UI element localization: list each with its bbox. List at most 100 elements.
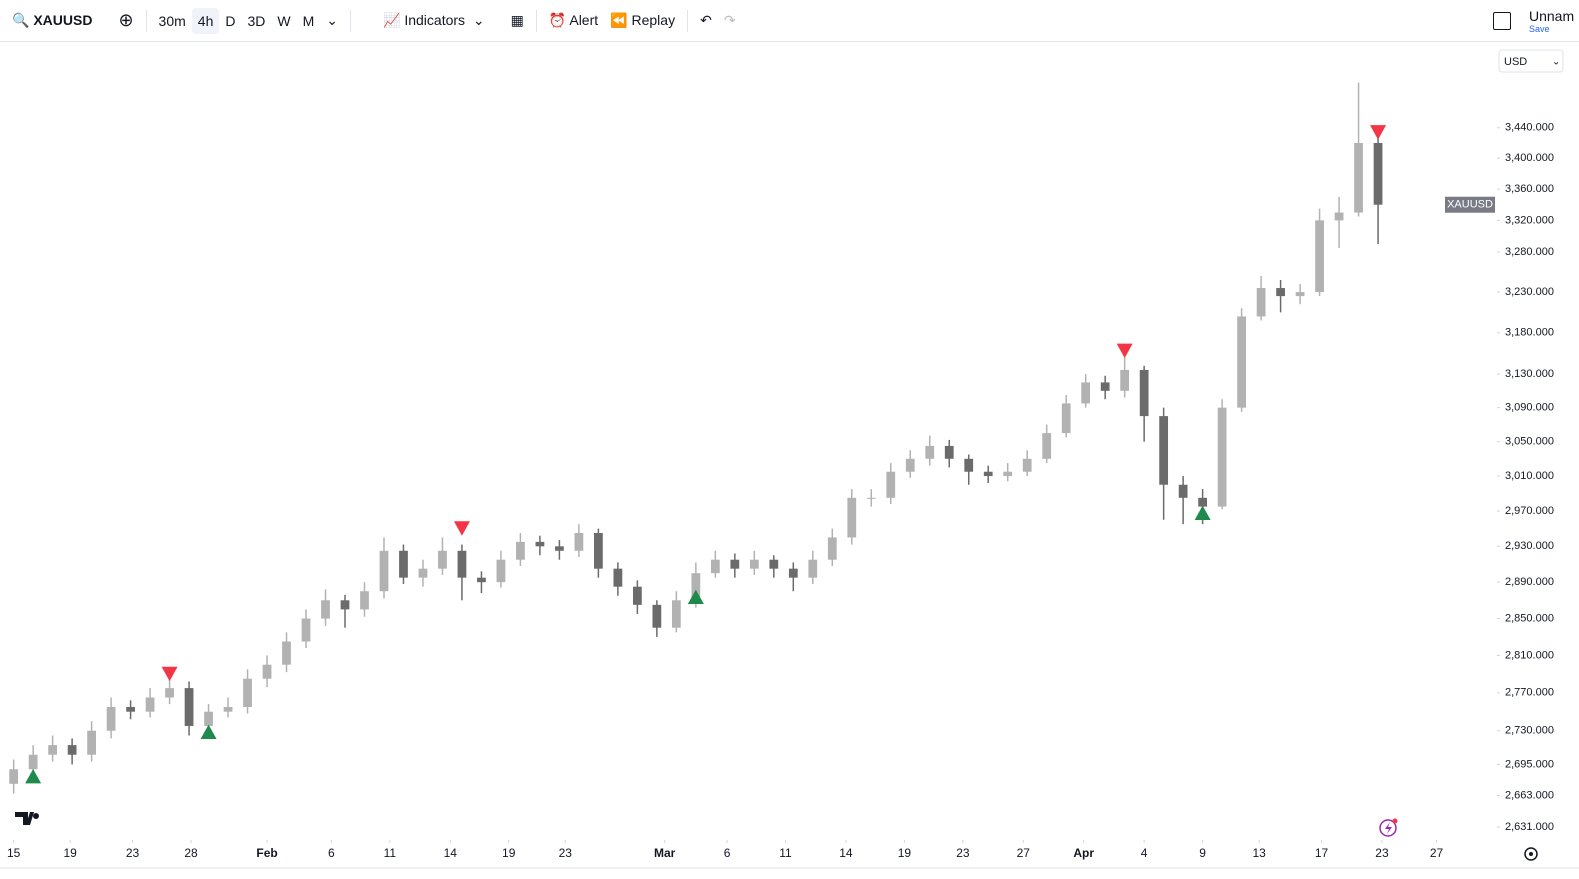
candle-body <box>847 497 857 538</box>
x-tick-label: 19 <box>502 846 516 860</box>
fullscreen[interactable] <box>1493 11 1511 30</box>
interval[interactable]: 3D <box>247 12 266 29</box>
candle-body <box>652 604 662 628</box>
candle-body <box>126 706 135 712</box>
y-tick-label: 2,770.000 <box>1505 687 1554 699</box>
candle-body <box>964 458 974 472</box>
y-tick-label: 3,180.000 <box>1505 327 1554 339</box>
candle-body <box>1159 416 1169 485</box>
candle-body <box>399 550 408 578</box>
candle-body <box>477 577 486 583</box>
candle-body <box>301 618 311 642</box>
y-tick-label: 3,400.000 <box>1505 152 1554 164</box>
candle-body <box>379 550 389 592</box>
tv-logo <box>15 812 39 825</box>
chart: USD ⌄ 2,631.000 2,663.000 2,695.000 2,730.0… <box>0 49 1579 869</box>
lightning-icon[interactable] <box>1379 818 1398 837</box>
candle-body <box>710 559 720 574</box>
candle-body <box>204 711 213 726</box>
candle-body <box>788 568 798 578</box>
x-tick-label: 19 <box>898 846 912 860</box>
signal-marker <box>687 589 704 604</box>
interval[interactable]: M <box>302 12 315 29</box>
save: Save <box>1529 23 1550 34</box>
signal-marker <box>1370 125 1387 140</box>
x-tick-label: 6 <box>724 846 731 860</box>
y-tick-label: 2,663.000 <box>1505 789 1554 801</box>
candle-body <box>925 445 935 459</box>
candle-body <box>594 533 603 569</box>
candle-body <box>1315 220 1324 293</box>
y-tick-label: 3,230.000 <box>1505 286 1554 298</box>
candle-body <box>1022 458 1032 472</box>
interval[interactable]: 4h <box>191 7 220 34</box>
candle-body <box>1217 407 1227 507</box>
y-tick-label: 2,810.000 <box>1505 649 1554 661</box>
candle-body <box>749 559 759 569</box>
candle-body <box>262 664 272 679</box>
candle-body <box>1256 288 1266 317</box>
add-symbol[interactable]: ⊕ <box>118 10 134 30</box>
candle-body <box>106 706 116 731</box>
candle-body <box>808 559 818 578</box>
indicators: Indicators <box>404 12 466 28</box>
candle-body <box>223 706 233 712</box>
layouts-button[interactable]: ▦ <box>510 12 524 28</box>
candle-body <box>1003 471 1013 477</box>
y-tick-label: 2,930.000 <box>1505 540 1554 552</box>
candle-body <box>1139 369 1149 417</box>
candle-body <box>165 688 174 698</box>
candle-body <box>613 568 623 587</box>
toolbar: 🔍 XAUUSD ⊕ 30m 4h D 3D W M ⌄ 📈 Indicators ⌄ ▦… <box>0 0 1579 42</box>
candle-body <box>769 559 779 569</box>
interval-menu[interactable]: ⌄ <box>326 12 339 28</box>
candle-body <box>28 754 38 770</box>
candle-body <box>243 678 252 707</box>
candle-body <box>457 550 467 578</box>
y-tick-label: 3,010.000 <box>1505 470 1554 482</box>
signal-marker <box>161 666 178 682</box>
x-tick-label: 11 <box>384 846 397 860</box>
symbol-search[interactable]: 🔍 XAUUSD <box>12 12 93 28</box>
candle-body <box>1178 484 1188 498</box>
x-tick-label: 27 <box>1017 846 1031 860</box>
candle-body <box>340 600 350 610</box>
interval[interactable]: D <box>225 12 236 29</box>
signal-marker <box>25 769 42 784</box>
layout-name[interactable]: Unnam Save <box>1529 8 1579 34</box>
candle-body <box>905 458 915 472</box>
x-tick-label: 11 <box>779 846 792 860</box>
replay-button[interactable]: ⏪ Replay <box>610 12 676 28</box>
candle-body <box>1061 403 1071 434</box>
interval[interactable]: 30m <box>158 12 186 29</box>
candle-body <box>438 550 447 569</box>
alert-button[interactable]: ⏰ Alert <box>548 12 599 28</box>
settings-icon[interactable] <box>1524 847 1538 861</box>
candle-body <box>516 541 525 560</box>
candle-body <box>321 600 330 619</box>
indicators-button[interactable]: 📈 Indicators ⌄ <box>383 12 485 28</box>
candle-body <box>1237 316 1246 408</box>
y-tick-label: 3,280.000 <box>1505 246 1554 258</box>
candle-body <box>1100 382 1110 391</box>
candle-body <box>1081 382 1091 404</box>
candle-body <box>671 600 681 628</box>
candle-body <box>1120 369 1130 391</box>
candle-body <box>87 730 96 755</box>
candle-body <box>48 745 58 755</box>
y-tick-label: 2,850.000 <box>1505 612 1554 624</box>
candle-body <box>1334 212 1344 221</box>
candle-body <box>418 568 428 578</box>
separator <box>687 9 689 32</box>
undo[interactable]: ↶ <box>700 12 712 28</box>
currency-select[interactable] <box>1498 49 1564 73</box>
redo[interactable]: ↷ <box>723 12 736 28</box>
y-tick-label: 2,890.000 <box>1505 576 1554 588</box>
x-tick-label: 14 <box>839 846 853 860</box>
last-price-box <box>1445 196 1495 213</box>
candle-body <box>282 641 291 665</box>
x-tick-label: 9 <box>1199 846 1206 860</box>
y-tick-label: 3,320.000 <box>1505 214 1554 226</box>
interval[interactable]: W <box>277 12 291 29</box>
